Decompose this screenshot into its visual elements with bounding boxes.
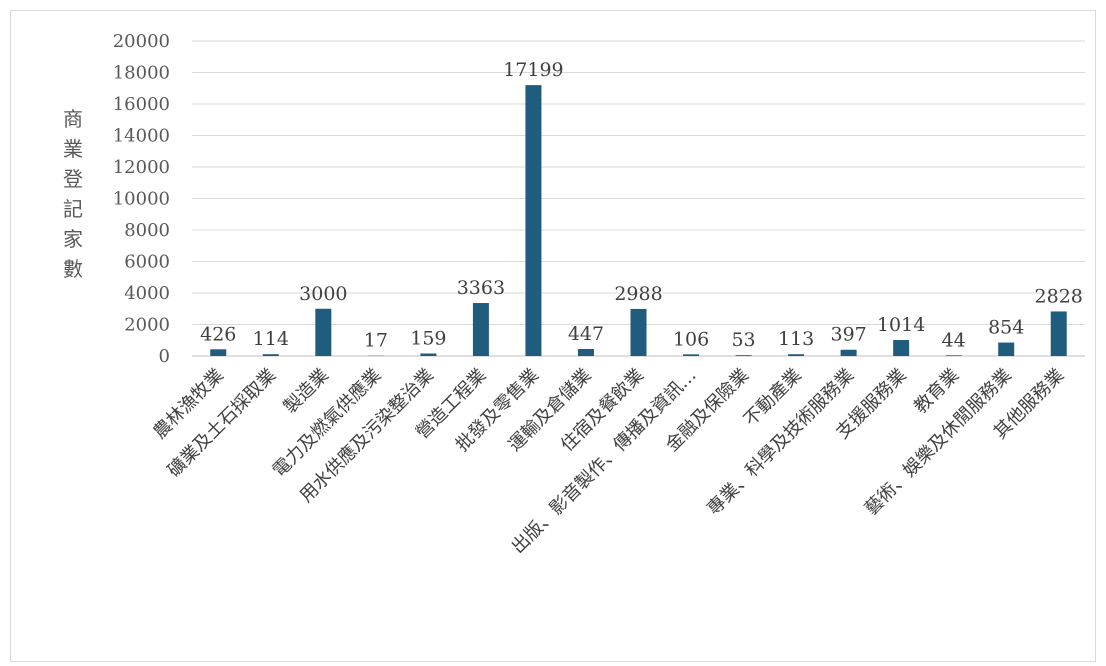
y-axis-label: 商業登記家數: [63, 107, 83, 281]
data-label: 44: [942, 329, 966, 351]
bar: [683, 354, 700, 356]
data-label: 159: [410, 327, 446, 349]
data-label: 3363: [457, 277, 505, 299]
data-label: 17: [364, 330, 388, 352]
data-label: 397: [830, 324, 866, 346]
chart-frame: [10, 10, 1096, 662]
bar: [840, 349, 857, 356]
bar: [998, 342, 1015, 356]
y-tick-label: 14000: [113, 126, 170, 147]
y-tick-label: 18000: [113, 63, 170, 84]
bar: [1050, 311, 1067, 356]
bar: [788, 354, 805, 356]
data-label: 53: [731, 329, 755, 351]
data-label: 113: [778, 328, 814, 350]
data-label: 854: [988, 317, 1024, 339]
data-label: 426: [200, 323, 236, 345]
bar: [210, 349, 227, 356]
bar: [420, 353, 437, 356]
y-tick-label: 10000: [113, 189, 170, 210]
bar: [735, 355, 752, 356]
y-tick-label: 0: [159, 346, 170, 367]
y-tick-label: 16000: [113, 94, 170, 115]
data-label: 3000: [299, 283, 347, 305]
bar: [577, 348, 594, 356]
y-tick-label: 4000: [124, 283, 170, 304]
data-label: 17199: [503, 59, 563, 81]
bar: [262, 354, 279, 356]
y-tick-label: 6000: [124, 252, 170, 273]
data-label: 114: [253, 328, 289, 350]
bar: [472, 303, 489, 356]
y-tick-label: 2000: [124, 315, 170, 336]
data-label: 2988: [614, 283, 662, 305]
data-label: 106: [673, 328, 709, 350]
bar: [893, 340, 910, 356]
data-label: 2828: [1035, 285, 1083, 307]
bar: [630, 308, 647, 356]
bar: [525, 85, 542, 356]
data-label: 447: [568, 323, 604, 345]
y-tick-label: 20000: [113, 31, 170, 52]
y-tick-label: 8000: [124, 220, 170, 241]
bar: [315, 308, 332, 356]
bar: [945, 355, 962, 356]
data-label: 1014: [877, 314, 925, 336]
y-tick-label: 12000: [113, 157, 170, 178]
